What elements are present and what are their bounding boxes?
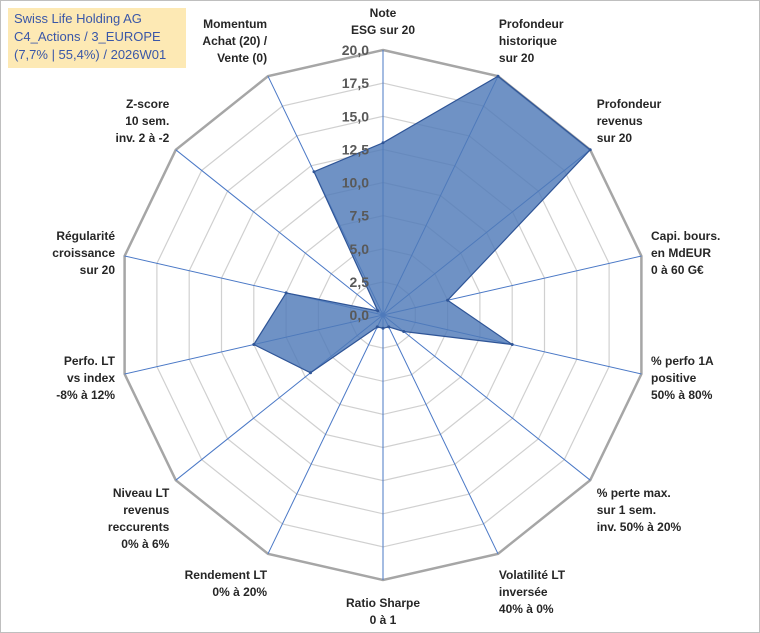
chart-title-box: Swiss Life Holding AG C4_Actions / 3_EUR… [8, 8, 186, 68]
data-point [387, 325, 391, 329]
axis-label-line: inv. 50% à 20% [597, 520, 682, 534]
data-point [510, 343, 514, 346]
axis-label: Régularité croissance sur 20 [52, 229, 115, 277]
axis-label-line: Capi. bours. [651, 229, 720, 243]
axis-label-line: positive [651, 371, 697, 385]
tick-label: 2,5 [350, 274, 370, 290]
data-point [312, 170, 316, 174]
data-point [402, 330, 406, 333]
axis-label-line: 10 sem. [125, 114, 169, 128]
data-point [376, 309, 380, 313]
data-point [496, 74, 500, 78]
axis-label: Volatilité LT inversée 40% à 0% [499, 568, 566, 616]
axis-label-line: sur 20 [499, 51, 535, 65]
tick-label: 5,0 [350, 241, 370, 257]
data-point [381, 141, 385, 145]
axis-label-line: Note [370, 6, 397, 20]
axis-label-line: Volatilité LT [499, 568, 566, 582]
axis-label-line: Achat (20) / [202, 34, 267, 48]
data-area [252, 75, 592, 374]
axis-label: Rendement LT 0% à 20% [185, 568, 268, 599]
axis-label-line: ESG sur 20 [351, 23, 415, 37]
axis-label-line: revenus [597, 114, 643, 128]
title-stats: (7,7% | 55,4%) / 2026W01 [14, 47, 167, 62]
tick-label: 0,0 [350, 307, 370, 323]
axis-label-line: 0% à 20% [212, 585, 267, 599]
data-point [252, 343, 256, 346]
axis-spoke [175, 149, 384, 316]
tick-label: 15,0 [342, 108, 369, 124]
axis-label-line: -8% à 12% [56, 388, 115, 402]
axis-label: Z-score 10 sem. inv. 2 à -2 [115, 97, 169, 145]
title-company: Swiss Life Holding AG [14, 11, 142, 26]
axis-label-line: 0 à 1 [370, 613, 397, 627]
tick-label: 10,0 [342, 175, 369, 191]
radial-tick-labels: 0,0 2,5 5,0 7,5 10,0 12,5 15,0 17,5 20,0 [342, 42, 369, 323]
axis-label-line: vs index [67, 371, 115, 385]
data-point [375, 325, 379, 329]
tick-label: 7,5 [350, 208, 370, 224]
axis-label-line: Momentum [203, 17, 267, 31]
axis-label: Profondeur historique sur 20 [499, 17, 564, 65]
axis-label: Note ESG sur 20 [351, 6, 415, 37]
axis-label-line: % perfo 1A [651, 354, 714, 368]
axis-label-line: Vente (0) [217, 51, 267, 65]
tick-label: 12,5 [342, 141, 369, 157]
axis-label: Momentum Achat (20) / Vente (0) [202, 17, 267, 65]
axis-label-line: Rendement LT [185, 568, 268, 582]
axis-label-line: croissance [52, 246, 115, 260]
axis-label-line: 0% à 6% [121, 537, 169, 551]
radar-series [252, 74, 592, 375]
axis-label-line: sur 1 sem. [597, 503, 656, 517]
tick-label: 20,0 [342, 42, 369, 58]
axis-label-line: Profondeur [499, 17, 564, 31]
data-point [309, 371, 312, 375]
data-point [284, 291, 288, 295]
axis-label: Niveau LT revenus reccurents 0% à 6% [108, 486, 170, 551]
axis-label-line: % perte max. [597, 486, 671, 500]
axis-label-line: inversée [499, 585, 548, 599]
axis-label-line: en MdEUR [651, 246, 711, 260]
axis-label: % perfo 1A positive 50% à 80% [651, 354, 714, 402]
axis-label: Perfo. LT vs index -8% à 12% [56, 354, 115, 402]
axis-label-line: reccurents [108, 520, 170, 534]
axis-label: % perte max. sur 1 sem. inv. 50% à 20% [597, 486, 682, 534]
axis-label-line: 50% à 80% [651, 388, 713, 402]
data-point [588, 148, 592, 152]
axis-label-line: Ratio Sharpe [346, 596, 420, 610]
axis-label-line: Z-score [126, 97, 170, 111]
axis-spoke [382, 314, 499, 555]
axis-label-line: Régularité [56, 229, 115, 243]
axis-label-line: Perfo. LT [64, 354, 116, 368]
tick-label: 17,5 [342, 75, 369, 91]
axis-spoke [382, 314, 591, 481]
axis-label-line: historique [499, 34, 557, 48]
title-category: C4_Actions / 3_EUROPE [14, 29, 161, 44]
axis-label-line: 0 à 60 G€ [651, 263, 704, 277]
axis-label-line: 40% à 0% [499, 602, 554, 616]
axis-label: Profondeur revenus sur 20 [597, 97, 662, 145]
axis-label-line: Profondeur [597, 97, 662, 111]
data-point [381, 326, 385, 330]
axis-label-line: inv. 2 à -2 [115, 131, 169, 145]
axis-label-line: revenus [123, 503, 169, 517]
axis-label: Capi. bours. en MdEUR 0 à 60 G€ [651, 229, 720, 277]
data-point [446, 298, 450, 302]
axis-labels: Note ESG sur 20 Profondeur historique sur 20… [52, 6, 720, 627]
axis-spoke [267, 314, 384, 555]
axis-label-line: sur 20 [80, 263, 116, 277]
axis-label-line: Niveau LT [113, 486, 170, 500]
axis-label-line: sur 20 [597, 131, 633, 145]
axis-label: Ratio Sharpe 0 à 1 [346, 596, 420, 627]
